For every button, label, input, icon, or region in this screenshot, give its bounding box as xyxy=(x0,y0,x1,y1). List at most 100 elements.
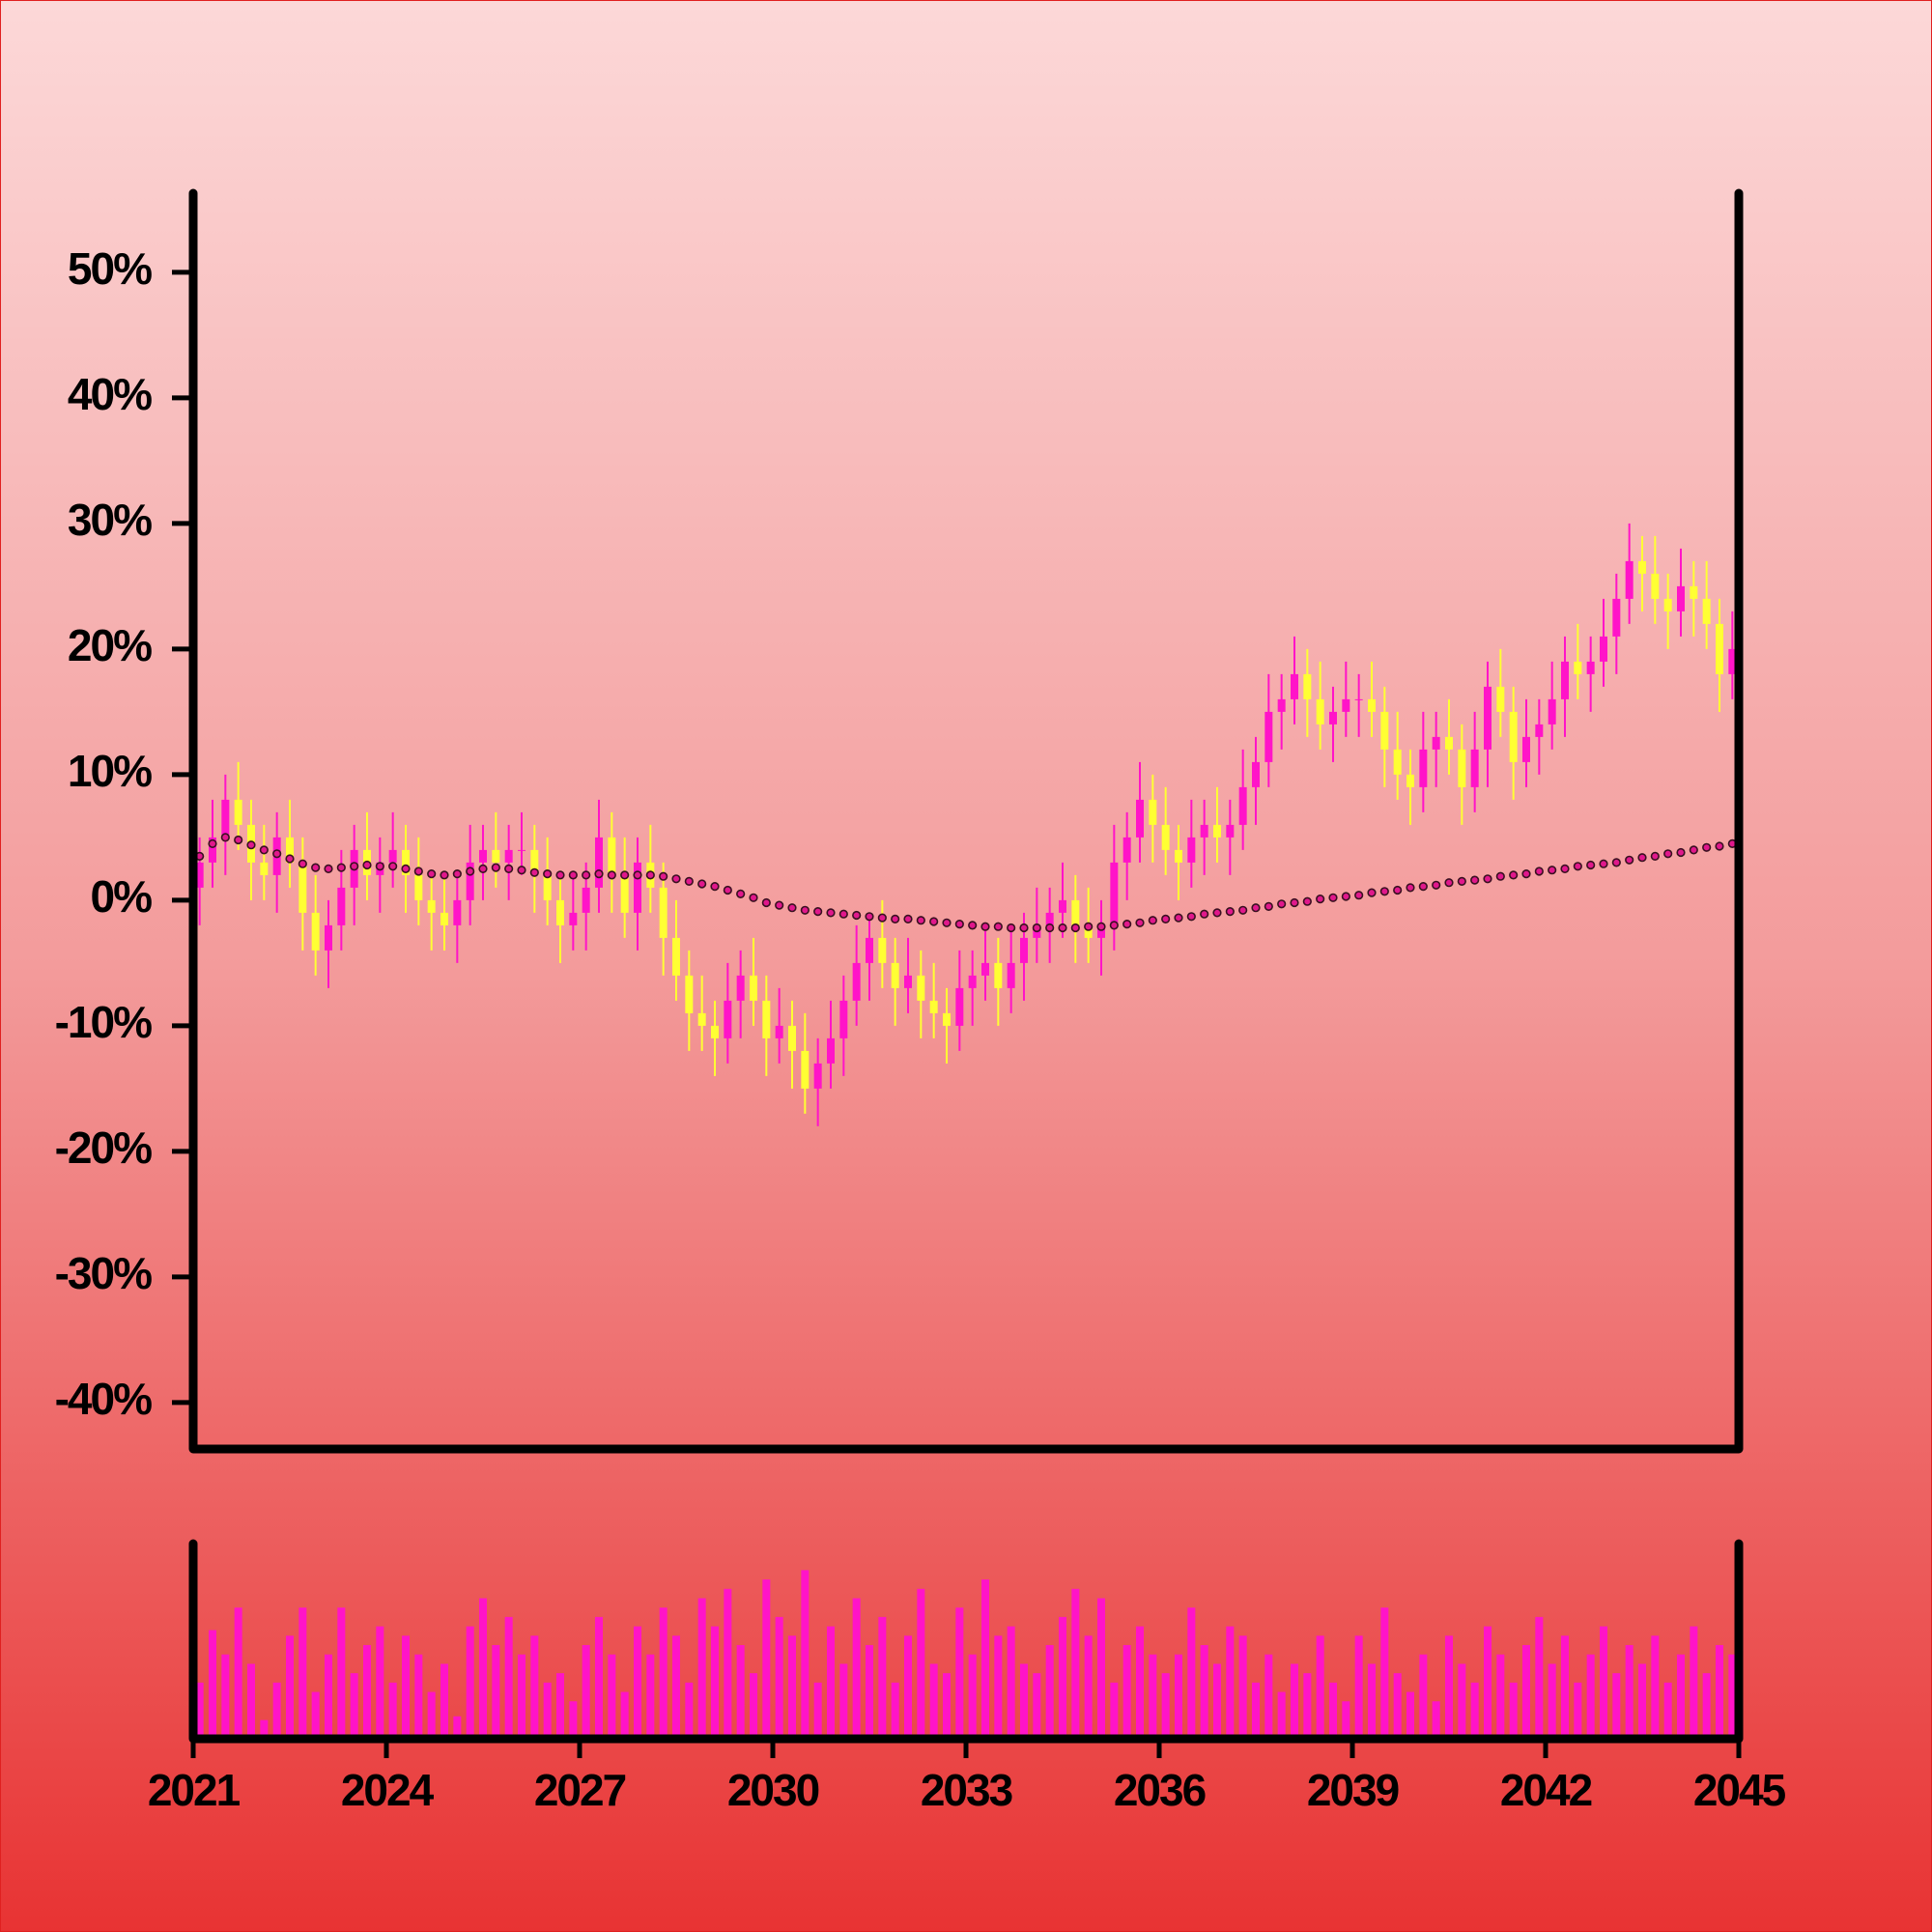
candle-body xyxy=(929,1000,938,1013)
candle-body xyxy=(943,1012,951,1026)
candle-body xyxy=(1252,761,1260,787)
moving-average-dot xyxy=(1611,858,1621,867)
volume-bar xyxy=(1187,1607,1196,1739)
moving-average-dot xyxy=(466,867,475,876)
moving-average-dot xyxy=(1483,874,1492,884)
moving-average-dot xyxy=(1509,870,1519,880)
moving-average-dot xyxy=(800,905,810,915)
candle-body xyxy=(1161,824,1170,850)
moving-average-dot xyxy=(427,868,437,879)
moving-average-dot xyxy=(1251,903,1261,913)
candle-body xyxy=(221,799,230,838)
moving-average-dot xyxy=(517,866,526,875)
candle-body xyxy=(1393,749,1402,775)
moving-average-dot xyxy=(980,922,990,931)
candle-body xyxy=(1651,573,1660,599)
volume-bar xyxy=(466,1626,474,1739)
volume-bar xyxy=(1509,1682,1518,1739)
moving-average-dot xyxy=(1070,923,1080,933)
volume-bar xyxy=(1574,1682,1582,1739)
volume-bar xyxy=(1728,1654,1737,1739)
moving-average-dot xyxy=(761,897,771,908)
candle-body xyxy=(1702,598,1711,624)
moving-average-dot xyxy=(723,885,732,895)
x-tick-label: 2045 xyxy=(1693,1765,1786,1815)
candle-body xyxy=(1380,711,1389,750)
volume-bar xyxy=(1354,1635,1363,1739)
volume-bar xyxy=(994,1635,1003,1739)
x-tick-label: 2024 xyxy=(341,1765,435,1815)
volume-bar xyxy=(813,1682,822,1739)
moving-average-dot xyxy=(1200,909,1209,919)
moving-average-dot xyxy=(697,879,707,889)
moving-average-dot xyxy=(1316,894,1325,904)
moving-average-dot xyxy=(220,833,230,842)
volume-bar xyxy=(762,1579,771,1739)
volume-bar xyxy=(839,1663,848,1739)
candle-body xyxy=(1419,749,1428,787)
candle-body xyxy=(994,962,1003,988)
candle-body xyxy=(1264,711,1273,762)
candle-body xyxy=(298,862,307,913)
volume-bar xyxy=(1625,1645,1634,1739)
candle-body xyxy=(1238,786,1247,825)
moving-average-dot xyxy=(775,900,784,910)
volume-bar xyxy=(968,1654,977,1739)
moving-average-dot xyxy=(336,863,346,872)
volume-bar xyxy=(736,1645,745,1739)
volume-bar xyxy=(1716,1645,1723,1739)
moving-average-dot xyxy=(1444,878,1454,888)
volume-bar xyxy=(530,1635,539,1739)
moving-average-dot xyxy=(491,863,500,872)
volume-bar xyxy=(440,1663,448,1739)
moving-average-dot xyxy=(311,863,321,872)
moving-average-dot xyxy=(852,910,862,921)
candle-body xyxy=(1303,673,1312,699)
moving-average-dot xyxy=(543,868,553,879)
volume-bar xyxy=(1252,1682,1260,1739)
moving-average-dot xyxy=(1007,923,1016,933)
moving-average-dot xyxy=(1495,871,1505,881)
volume-bar xyxy=(1368,1663,1376,1739)
plot-marks xyxy=(195,523,1737,1739)
volume-bar xyxy=(311,1691,320,1739)
volume-bar xyxy=(955,1607,964,1739)
volume-bar xyxy=(620,1691,629,1739)
candle-body xyxy=(1200,824,1208,838)
candle-body xyxy=(1213,824,1221,838)
candle-body xyxy=(917,975,925,1001)
y-tick-label: 40% xyxy=(68,369,152,419)
candle-body xyxy=(1484,686,1492,750)
moving-average-dot xyxy=(1186,912,1196,922)
moving-average-dot xyxy=(1702,842,1712,852)
candle-body xyxy=(1368,698,1376,712)
volume-bar xyxy=(608,1654,616,1739)
candle-body xyxy=(1071,899,1080,925)
candle-body xyxy=(209,837,216,863)
volume-bar xyxy=(891,1682,899,1739)
volume-bar xyxy=(711,1626,719,1739)
x-tick-label: 2027 xyxy=(534,1765,626,1815)
volume-bar xyxy=(1690,1626,1698,1739)
volume-bar xyxy=(1149,1654,1157,1739)
volume-bar xyxy=(775,1616,783,1739)
volume-bar xyxy=(492,1645,500,1739)
candle-body xyxy=(839,1000,848,1038)
volume-bar xyxy=(672,1635,680,1739)
volume-bar xyxy=(1264,1654,1273,1739)
moving-average-dot xyxy=(1277,899,1287,909)
volume-bar xyxy=(1342,1701,1350,1739)
moving-average-dot xyxy=(1212,908,1222,918)
moving-average-dot xyxy=(208,838,217,849)
candle-body xyxy=(1007,962,1015,988)
volume-bar xyxy=(1291,1663,1298,1739)
volume-bar xyxy=(337,1607,346,1739)
volume-bar xyxy=(1200,1645,1208,1739)
candle-body xyxy=(1045,912,1054,925)
volume-bar xyxy=(878,1616,887,1739)
moving-average-dot xyxy=(1432,880,1441,890)
volume-bar xyxy=(659,1607,668,1739)
y-tick-label: 10% xyxy=(68,746,152,796)
moving-average-dot xyxy=(1328,893,1338,902)
